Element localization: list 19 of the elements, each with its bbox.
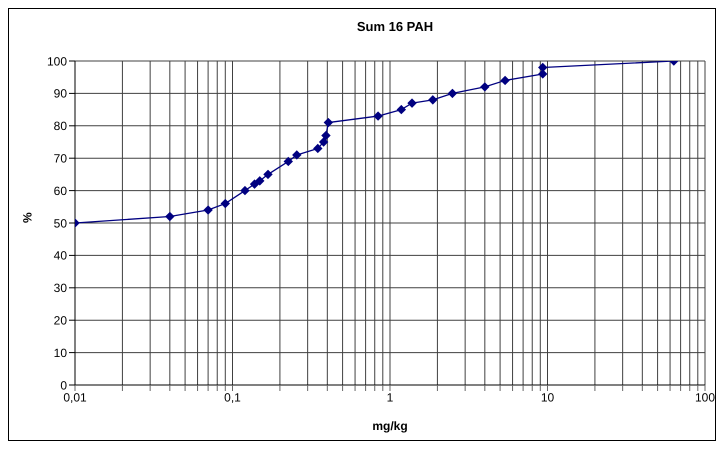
x-tick-label: 100 xyxy=(694,390,716,405)
y-tick-label: 30 xyxy=(54,281,68,296)
y-tick-label: 100 xyxy=(46,54,68,68)
x-tick-label: 0,1 xyxy=(224,390,242,405)
chart-title: Sum 16 PAH xyxy=(356,19,434,34)
x-tick-label: 10 xyxy=(540,390,554,405)
x-axis-title: mg/kg xyxy=(372,419,408,433)
y-tick-label: 40 xyxy=(54,248,68,263)
x-tick-label: 0,01 xyxy=(63,390,87,405)
y-tick-label: 90 xyxy=(54,86,68,101)
y-tick-label: 10 xyxy=(54,346,68,360)
y-tick-label: 80 xyxy=(54,119,68,134)
y-tick-label: 20 xyxy=(54,313,68,328)
y-tick-label: 50 xyxy=(54,216,68,230)
y-tick-label: 0 xyxy=(60,378,68,392)
y-tick-label: 70 xyxy=(54,151,68,166)
y-tick-label: 60 xyxy=(54,184,68,198)
x-tick-label: 1 xyxy=(386,390,394,405)
y-axis-title: % xyxy=(20,212,34,223)
